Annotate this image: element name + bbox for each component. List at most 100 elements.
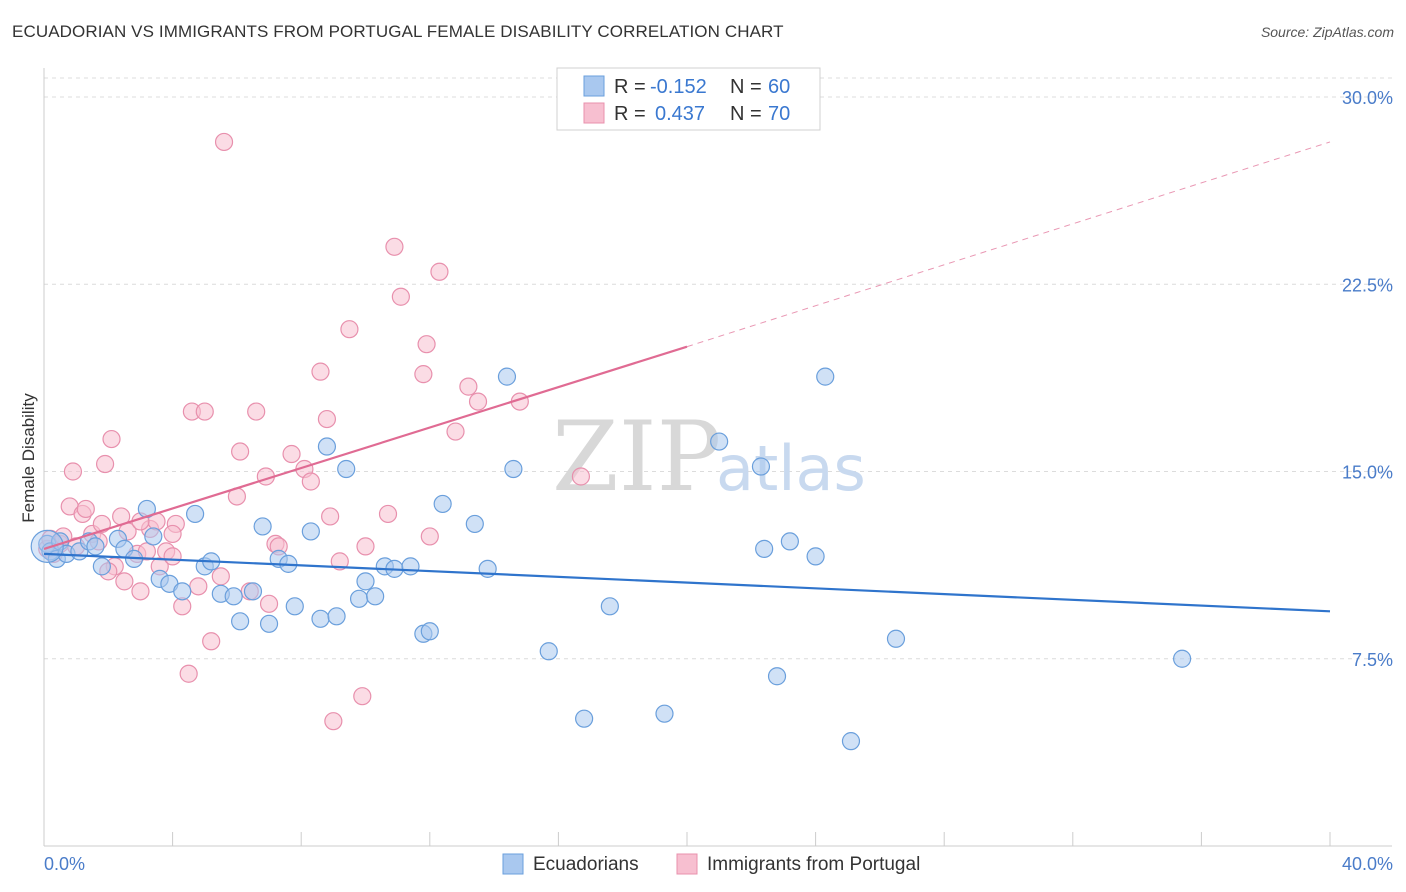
portugal-point <box>391 287 410 306</box>
ecuadorian-point <box>356 572 375 591</box>
trend-lines <box>43 141 1331 613</box>
series-portugal-points <box>38 132 591 731</box>
ecuadorian-point <box>655 704 674 723</box>
portugal-point <box>321 507 340 526</box>
portugal-point <box>385 237 404 256</box>
ecuadorian-point <box>253 517 272 536</box>
x-tick-label-min: 0.0% <box>44 854 85 874</box>
ecuadorian-point <box>337 459 356 479</box>
ecuadorian-point <box>301 522 320 541</box>
portugal-point <box>317 409 337 429</box>
legend-swatch-pink <box>583 102 605 124</box>
portugal-point <box>430 262 449 281</box>
ecuadorian-point <box>710 432 729 451</box>
ecuadorian-point <box>259 614 279 633</box>
ecuadorian-point <box>1173 649 1192 668</box>
portugal-point <box>247 402 266 421</box>
portugal-point <box>211 567 230 586</box>
ecuadorian-point <box>231 612 250 631</box>
portugal-point <box>163 547 182 566</box>
portugal-point <box>231 442 250 461</box>
ecuadorian-point <box>433 494 452 514</box>
portugal-point <box>63 462 83 481</box>
portugal-point <box>353 687 372 706</box>
x-tick-label-max: 40.0% <box>1342 854 1393 874</box>
legend-n-label-2: N = <box>730 103 762 125</box>
legend-swatch-blue <box>583 75 605 97</box>
y-tick-label: 7.5% <box>1352 650 1393 670</box>
ecuadorian-point <box>465 514 484 534</box>
ecuadorian-point <box>420 622 439 641</box>
portugal-point <box>459 377 478 396</box>
legend-n-label-1: N = <box>730 76 762 98</box>
watermark: ZIP atlas <box>552 401 866 513</box>
portugal-point <box>571 467 591 486</box>
portugal-point <box>202 632 221 651</box>
portugal-point <box>420 527 439 546</box>
legend-n-value-1: 60 <box>768 76 790 98</box>
portugal-point <box>378 504 398 524</box>
portugal-trend-line <box>43 345 688 550</box>
portugal-point <box>301 472 320 491</box>
ecuadorian-point <box>243 582 263 601</box>
portugal-point <box>102 429 121 449</box>
y-tick-label: 15.0% <box>1342 463 1393 483</box>
watermark-atlas: atlas <box>716 432 866 505</box>
y-tick-labels: 7.5% 15.0% 22.5% 30.0% <box>1342 88 1393 670</box>
ecuadorian-point <box>539 642 558 661</box>
ecuadorian-point <box>504 459 523 479</box>
y-tick-label: 30.0% <box>1342 88 1393 108</box>
portugal-point <box>330 552 349 571</box>
legend-n-value-2: 70 <box>768 103 790 125</box>
portugal-point <box>356 537 375 556</box>
portugal-point <box>92 514 111 534</box>
portugal-point <box>189 577 208 596</box>
portugal-point <box>340 320 359 339</box>
ecuadorian-point <box>600 597 619 616</box>
chart-title: ECUADORIAN VS IMMIGRANTS FROM PORTUGAL F… <box>12 22 784 41</box>
ecuadorian-point <box>144 527 163 546</box>
ecuadorian-point <box>311 609 330 628</box>
source-label: Source: ZipAtlas.com <box>1260 24 1394 40</box>
ecuadorian-point <box>349 589 369 608</box>
portugal-point <box>446 422 465 441</box>
portugal-point <box>311 362 330 381</box>
ecuadorian-point <box>806 547 825 566</box>
portugal-point <box>259 594 279 613</box>
ecuadorian-point <box>497 367 517 386</box>
portugal-point <box>414 365 433 384</box>
ecuadorian-point <box>401 557 420 576</box>
bottom-legend: Ecuadorians Immigrants from Portugal <box>502 853 920 875</box>
legend-r-label-1: R = <box>614 76 646 98</box>
legend-r-value-1: -0.152 <box>650 76 707 98</box>
legend-r-value-2: 0.437 <box>655 103 705 125</box>
ecuadorian-point <box>767 667 787 686</box>
portugal-point <box>163 524 182 544</box>
ecuadorians-trend-line <box>43 552 1331 613</box>
portugal-point <box>417 335 436 354</box>
top-legend: R = -0.152 N = 60 R = 0.437 N = 70 <box>556 67 821 131</box>
bottom-legend-portugal: Immigrants from Portugal <box>707 854 920 875</box>
bottom-legend-swatch-blue <box>502 853 524 875</box>
ecuadorian-point <box>780 532 799 551</box>
portugal-point <box>195 402 214 421</box>
ecuadorian-point <box>816 367 835 386</box>
ecuadorian-point <box>327 607 346 626</box>
ecuadorian-point <box>86 537 105 556</box>
ecuadorian-point <box>224 587 243 606</box>
ecuadorian-point <box>841 732 861 751</box>
portugal-point <box>95 454 115 474</box>
portugal-point <box>115 572 134 591</box>
x-tick-labels: 0.0% 40.0% <box>44 854 1393 874</box>
ecuadorian-point <box>751 457 771 476</box>
ecuadorian-cluster-point <box>30 529 64 564</box>
portugal-point <box>214 132 234 152</box>
ecuadorian-point <box>366 587 385 606</box>
ecuadorian-point <box>92 557 111 576</box>
grid <box>44 77 1392 660</box>
axes <box>43 68 1392 847</box>
portugal-point <box>282 444 301 464</box>
bottom-legend-swatch-pink <box>676 853 698 875</box>
portugal-point <box>324 712 343 731</box>
